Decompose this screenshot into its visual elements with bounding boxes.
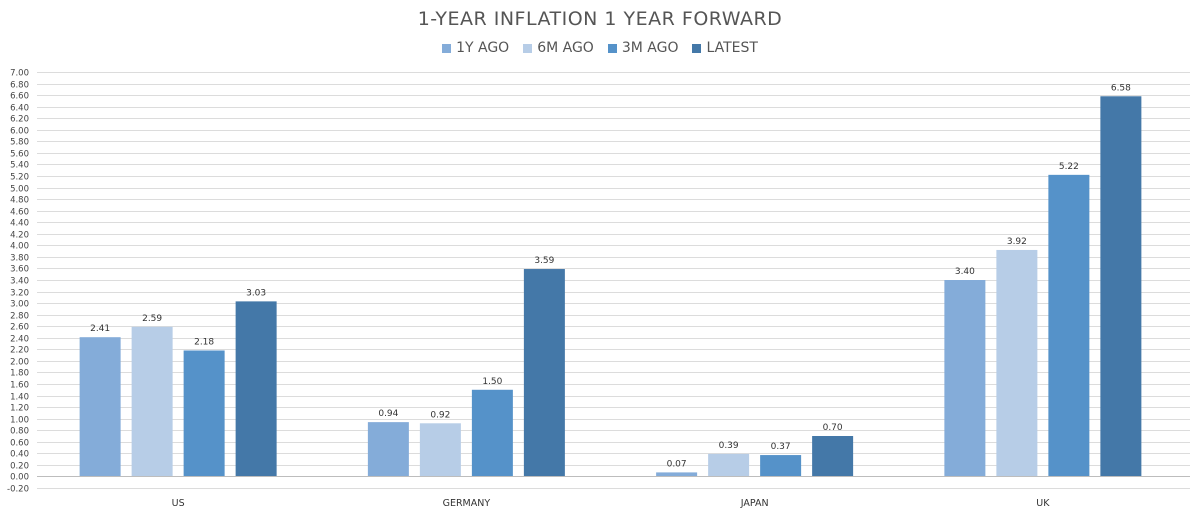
y-tick-label: 6.20 [10, 115, 29, 125]
y-tick-label: 6.40 [10, 104, 29, 114]
y-tick-label: 0.80 [10, 427, 29, 437]
category-label: GERMANY [443, 498, 491, 509]
bar [235, 301, 277, 477]
y-tick-label: 2.20 [10, 346, 29, 356]
data-label: 0.39 [719, 441, 739, 451]
y-tick-label: 3.00 [10, 300, 29, 310]
bar [131, 326, 173, 477]
y-tick-label: 5.00 [10, 185, 29, 195]
bar [79, 337, 121, 477]
bar [523, 269, 565, 477]
category-label: JAPAN [740, 498, 769, 509]
legend-label: 6M AGO [537, 40, 594, 56]
chart-title: 1-YEAR INFLATION 1 YEAR FORWARD [417, 8, 783, 30]
data-label: 2.59 [142, 314, 162, 324]
y-tick-label: 1.60 [10, 381, 29, 391]
y-tick-label: 6.00 [10, 127, 29, 137]
y-tick-label: 1.40 [10, 393, 29, 403]
y-tick-label: 4.80 [10, 196, 29, 206]
legend-swatch [692, 43, 702, 53]
data-label: 0.94 [378, 409, 398, 419]
legend-swatch [607, 43, 617, 53]
bar [656, 472, 698, 477]
bar [1100, 96, 1142, 477]
bar [812, 436, 854, 477]
y-tick-label: 5.40 [10, 161, 29, 171]
legend-swatch [442, 43, 452, 53]
bar [183, 350, 225, 477]
y-tick-label: 1.80 [10, 369, 29, 379]
y-tick-label: 2.00 [10, 358, 29, 368]
y-tick-label: 6.60 [10, 92, 29, 102]
y-tick-label: 0.20 [10, 462, 29, 472]
y-tick-label: 3.40 [10, 277, 29, 287]
y-tick-label: 2.80 [10, 312, 29, 322]
data-label: 5.22 [1059, 162, 1079, 172]
y-tick-label: 1.00 [10, 416, 29, 426]
category-label: UK [1036, 498, 1050, 509]
legend-label: LATEST [706, 40, 758, 56]
data-label: 3.92 [1007, 237, 1027, 247]
bar [1048, 174, 1090, 477]
legend-item: 1Y AGO [442, 40, 509, 56]
y-tick-label: 0.60 [10, 439, 29, 449]
data-label: 1.50 [482, 377, 502, 387]
legend-label: 1Y AGO [456, 40, 510, 56]
y-tick-label: 2.60 [10, 323, 29, 333]
legend-item: 3M AGO [607, 40, 679, 56]
data-label: 0.07 [667, 459, 687, 469]
bar [708, 453, 750, 477]
data-label: 3.40 [955, 267, 975, 277]
legend-label: 3M AGO [621, 40, 679, 56]
category-label: US [172, 498, 185, 509]
legend-swatch [523, 43, 533, 53]
y-tick-label: 6.80 [10, 81, 29, 91]
bar [419, 423, 461, 477]
y-tick-label: 0.40 [10, 450, 29, 460]
data-label: 6.58 [1111, 83, 1131, 93]
bar [944, 280, 986, 477]
y-tick-label: 1.20 [10, 404, 29, 414]
bar [760, 455, 802, 477]
y-tick-label: 0.00 [10, 473, 29, 483]
y-tick-label: 3.20 [10, 289, 29, 299]
y-tick-label: 4.00 [10, 242, 29, 252]
data-label: 2.18 [194, 337, 214, 347]
bar [996, 249, 1038, 477]
bar [471, 389, 513, 477]
y-tick-label: 5.20 [10, 173, 29, 183]
data-label: 3.03 [246, 288, 266, 298]
data-label: 0.37 [771, 442, 791, 452]
y-tick-label: 5.80 [10, 138, 29, 148]
legend-item: 6M AGO [523, 40, 594, 56]
chart-legend: 1Y AGO 6M AGO 3M AGO LATEST [0, 40, 1200, 56]
data-label: 0.70 [823, 423, 843, 433]
y-tick-label: 4.60 [10, 208, 29, 218]
y-tick-label: 3.60 [10, 265, 29, 275]
y-tick-label: 5.60 [10, 150, 29, 160]
data-label: 3.59 [534, 256, 554, 266]
bar [367, 422, 409, 477]
y-tick-label: 3.80 [10, 254, 29, 264]
y-tick-label: -0.20 [7, 485, 29, 495]
y-tick-label: 7.00 [10, 69, 29, 79]
data-label: 0.92 [430, 410, 450, 420]
y-tick-label: 4.20 [10, 231, 29, 241]
y-tick-label: 4.40 [10, 219, 29, 229]
data-label: 2.41 [90, 324, 110, 334]
legend-item: LATEST [692, 40, 758, 56]
y-tick-label: 2.40 [10, 335, 29, 345]
